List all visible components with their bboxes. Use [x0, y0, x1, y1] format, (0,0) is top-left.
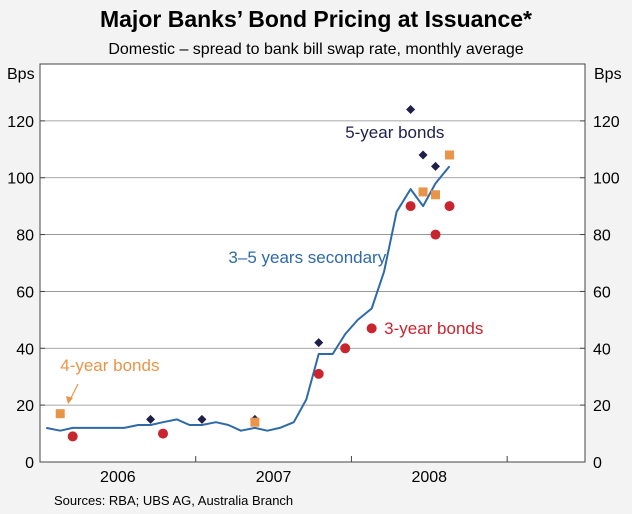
y-tick-label-right: 100 [593, 171, 620, 188]
marker-5-year-bonds [197, 414, 207, 424]
marker-3-year-bonds [444, 201, 455, 212]
marker-3-year-bonds [430, 229, 441, 240]
annotation-label: 4-year bonds [60, 356, 159, 375]
y-tick-label-right: 120 [593, 114, 620, 131]
y-tick-label-left: 0 [25, 455, 34, 472]
y-tick-label-left: 120 [7, 114, 34, 131]
marker-3-year-bonds [313, 368, 324, 379]
marker-4-year-bonds [250, 417, 260, 427]
y-tick-label-left: 60 [16, 284, 34, 301]
y-tick-label-left: 40 [16, 341, 34, 358]
x-tick-label: 2008 [411, 469, 447, 486]
chart-subtitle: Domestic – spread to bank bill swap rate… [108, 41, 523, 58]
series-line-secondary [46, 165, 451, 432]
marker-5-year-bonds [146, 414, 156, 424]
marker-4-year-bonds [418, 187, 428, 197]
y-axis-label-right: Bps [594, 66, 622, 83]
y-tick-label-right: 60 [593, 284, 611, 301]
series-lines [46, 165, 451, 432]
x-tick-label: 2006 [100, 469, 136, 486]
y-axis-label-left: Bps [7, 66, 35, 83]
marker-4-year-bonds [431, 190, 441, 200]
chart-title: Major Banks’ Bond Pricing at Issuance* [100, 6, 532, 32]
4-year-bonds-arrow-head [66, 396, 73, 404]
marker-3-year-bonds [67, 431, 78, 442]
y-tick-label-left: 100 [7, 171, 34, 188]
marker-5-year-bonds [406, 104, 416, 114]
marker-5-year-bonds [418, 150, 428, 160]
y-tick-label-right: 80 [593, 228, 611, 245]
axis-ticks: 0 0 20 20 40 40 60 60 80 80 100 100 120 120 2006 2007 20… [7, 114, 620, 486]
marker-3-year-bonds [405, 201, 416, 212]
chart-source: Sources: RBA; UBS AG, Australia Branch [54, 493, 293, 508]
4-year-bonds-arrow-shaft [69, 383, 79, 401]
annotations: 5-year bonds 3–5 years secondary 3-year bo… [60, 123, 483, 375]
y-tick-label-left: 80 [16, 228, 34, 245]
marker-4-year-bonds [445, 150, 455, 160]
y-tick-label-right: 0 [593, 455, 602, 472]
marker-3-year-bonds [340, 343, 351, 354]
marker-5-year-bonds [431, 161, 441, 171]
annotation-label: 3-year bonds [384, 319, 483, 338]
y-tick-label-left: 20 [16, 398, 34, 415]
marker-4-year-bonds [55, 409, 65, 419]
gridlines [40, 120, 585, 406]
plot-area [39, 63, 586, 463]
y-tick-label-right: 40 [593, 341, 611, 358]
marker-3-year-bonds [366, 323, 377, 334]
marker-3-year-bonds [158, 428, 169, 439]
series-markers [55, 104, 455, 442]
y-tick-label-right: 20 [593, 398, 611, 415]
x-tick-label: 2007 [256, 469, 292, 486]
annotation-label: 3–5 years secondary [228, 248, 386, 267]
annotation-label: 5-year bonds [345, 123, 444, 142]
marker-5-year-bonds [314, 338, 324, 348]
